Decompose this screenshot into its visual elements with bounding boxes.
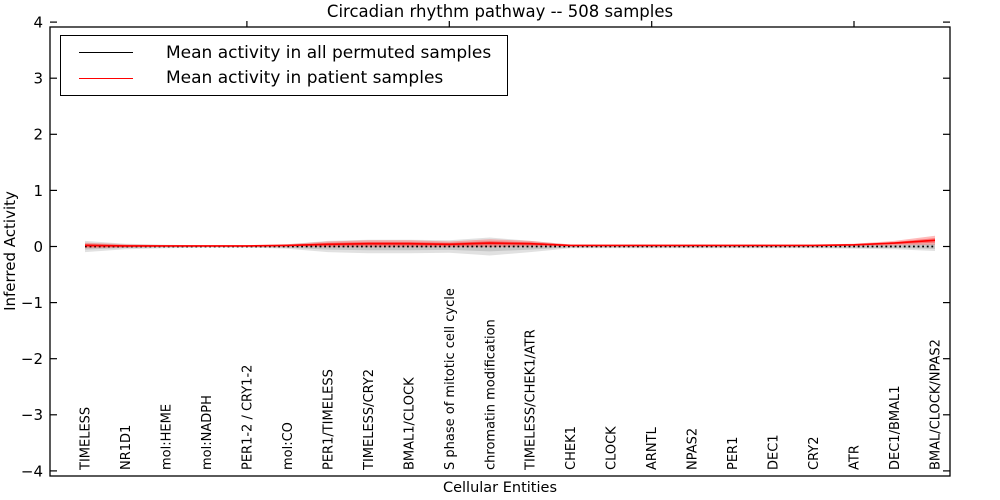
permuted-line-sample (79, 52, 133, 54)
patient-mean-line (84, 239, 936, 247)
y-tick-label: 0 (33, 238, 43, 256)
x-tick-label: ARNTL (645, 426, 660, 470)
x-tick-label: mol:NADPH (200, 395, 215, 470)
x-tick-label: mol:HEME (160, 404, 175, 470)
y-tick-label: 4 (33, 14, 43, 32)
x-axis-label: Cellular Entities (442, 480, 558, 496)
x-tick-label: CLOCK (605, 426, 620, 470)
x-tick-label: PER1/TIMELESS (321, 369, 336, 470)
x-tick-label: chromatin modification (483, 319, 498, 470)
chart-title: Circadian rhythm pathway -- 508 samples (326, 2, 674, 21)
x-tick-label: NR1D1 (119, 425, 134, 470)
legend-item-permuted: Mean activity in all permuted samples (61, 43, 507, 63)
y-tick-label: 2 (33, 126, 43, 144)
legend-item-patient: Mean activity in patient samples (61, 68, 507, 88)
x-tick-label: PER1 (726, 437, 741, 470)
legend-label-permuted: Mean activity in all permuted samples (166, 42, 492, 63)
y-tick-label: −1 (21, 294, 43, 312)
x-tick-label: DEC1 (767, 434, 782, 470)
x-tick-label: NPAS2 (686, 428, 701, 470)
y-tick-label: 3 (33, 70, 43, 88)
y-tick-label: −4 (21, 462, 43, 480)
patient-line-sample (79, 77, 133, 79)
x-tick-label: TIMELESS/CHEK1/ATR (524, 329, 539, 471)
x-tick-label: DEC1/BMAL1 (888, 386, 903, 471)
legend: Mean activity in all permuted samples Me… (60, 35, 508, 96)
plot-border (49, 26, 951, 477)
x-tick-label: PER1-2 / CRY1-2 (240, 365, 255, 470)
x-tick-label: CRY2 (807, 437, 822, 471)
y-axis-label: Inferred Activity (1, 191, 19, 311)
x-tick-label: TIMELESS (79, 407, 94, 471)
x-tick-label: BMAL1/CLOCK (402, 377, 417, 470)
x-tick-label: ATR (848, 445, 863, 470)
x-tick-label: TIMELESS/CRY2 (362, 369, 377, 471)
x-tick-label: S phase of mitotic cell cycle (443, 288, 458, 470)
y-tick-label: −2 (21, 350, 43, 368)
y-tick-label: −3 (21, 406, 43, 424)
x-tick-label: CHEK1 (564, 426, 579, 470)
y-tick-label: 1 (33, 182, 43, 200)
legend-label-patient: Mean activity in patient samples (166, 68, 444, 89)
x-tick-label: mol:CO (281, 422, 296, 470)
x-tick-label: BMAL/CLOCK/NPAS2 (929, 339, 944, 470)
